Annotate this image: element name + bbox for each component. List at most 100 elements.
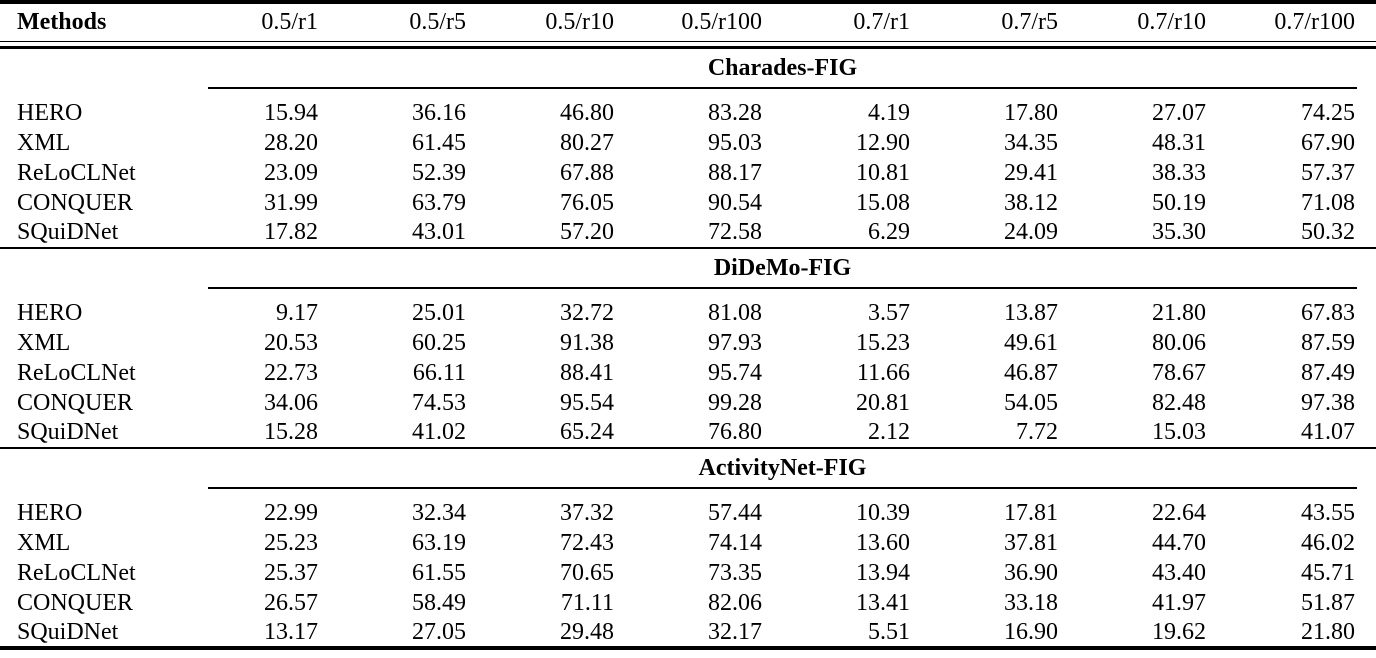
metric-value-cell: 15.03 [1152, 419, 1206, 445]
method-name-cell: ReLoCLNet [17, 559, 136, 586]
table-row: CONQUER 34.06 74.53 95.54 99.28 20.81 54… [0, 388, 1376, 418]
metric-value-cell: 24.09 [1004, 219, 1058, 245]
metric-value-cell: 31.99 [264, 189, 318, 216]
metric-value-cell: 67.90 [1301, 129, 1355, 156]
method-name-cell: CONQUER [17, 189, 134, 216]
metric-value-cell: 46.80 [560, 99, 614, 126]
column-header-methods: Methods [0, 2, 174, 42]
table-row: XML 20.53 60.25 91.38 97.93 15.23 49.61 … [0, 328, 1376, 358]
metric-value-cell: 70.65 [560, 559, 614, 586]
metric-value-cell: 32.34 [412, 499, 466, 526]
method-name-cell: SQuiDNet [17, 219, 119, 245]
section-title-empty-cell [0, 47, 174, 89]
metric-value-cell: 52.39 [412, 159, 466, 186]
metric-value-cell: 74.53 [412, 389, 466, 416]
table-row: SQuiDNet 13.17 27.05 29.48 32.17 5.51 16… [0, 618, 1376, 648]
metric-value-cell: 22.73 [264, 359, 318, 386]
metric-value-cell: 27.05 [412, 618, 466, 645]
metric-value-cell: 16.90 [1004, 618, 1058, 645]
metric-value-cell: 57.37 [1301, 159, 1355, 186]
metric-value-cell: 81.08 [708, 299, 762, 326]
metric-value-cell: 26.57 [264, 589, 318, 616]
method-name-cell: CONQUER [17, 589, 134, 616]
metric-value-cell: 27.07 [1152, 99, 1206, 126]
table-row: ReLoCLNet 22.73 66.11 88.41 95.74 11.66 … [0, 358, 1376, 388]
metric-value-cell: 72.43 [560, 529, 614, 556]
metric-value-cell: 41.02 [412, 419, 466, 445]
metric-value-cell: 51.87 [1301, 589, 1355, 616]
table-row: SQuiDNet 15.28 41.02 65.24 76.80 2.12 7.… [0, 418, 1376, 448]
section-title: DiDeMo-FIG [713, 254, 852, 281]
metric-value-cell: 2.12 [868, 419, 910, 445]
metric-value-cell: 35.30 [1152, 219, 1206, 245]
method-name-cell: ReLoCLNet [17, 359, 136, 386]
metric-value-cell: 4.19 [868, 99, 910, 126]
metric-value-cell: 72.58 [708, 219, 762, 245]
metric-value-cell: 97.93 [708, 329, 762, 356]
metric-value-cell: 22.64 [1152, 499, 1206, 526]
metric-value-cell: 20.53 [264, 329, 318, 356]
metric-value-cell: 43.40 [1152, 559, 1206, 586]
metric-value-cell: 38.12 [1004, 189, 1058, 216]
metric-value-cell: 25.37 [264, 559, 318, 586]
table-row: HERO 9.17 25.01 32.72 81.08 3.57 13.87 2… [0, 289, 1376, 328]
metric-value-cell: 29.41 [1004, 159, 1058, 186]
metric-value-cell: 20.81 [856, 389, 910, 416]
metric-value-cell: 63.79 [412, 189, 466, 216]
metric-value-cell: 50.19 [1152, 189, 1206, 216]
section-rule: Charades-FIG [208, 49, 1357, 89]
metric-value-cell: 34.35 [1004, 129, 1058, 156]
metric-value-cell: 88.17 [708, 159, 762, 186]
metric-value-cell: 82.48 [1152, 389, 1206, 416]
section-rule: ActivityNet-FIG [208, 449, 1357, 489]
metric-value-cell: 83.28 [708, 99, 762, 126]
metric-value-cell: 46.87 [1004, 359, 1058, 386]
metric-value-cell: 88.41 [560, 359, 614, 386]
metric-value-cell: 41.07 [1301, 419, 1355, 445]
metric-value-cell: 67.83 [1301, 299, 1355, 326]
metric-value-cell: 37.32 [560, 499, 614, 526]
section-title-row: ActivityNet-FIG [0, 446, 1376, 489]
metric-value-cell: 71.08 [1301, 189, 1355, 216]
metric-value-cell: 11.66 [856, 359, 910, 386]
metric-value-cell: 97.38 [1301, 389, 1355, 416]
metric-value-cell: 57.20 [560, 219, 614, 245]
metric-value-cell: 99.28 [708, 389, 762, 416]
metric-value-cell: 50.32 [1301, 219, 1355, 245]
metric-value-cell: 22.99 [264, 499, 318, 526]
method-name-cell: CONQUER [17, 389, 134, 416]
metric-value-cell: 73.35 [708, 559, 762, 586]
section-rule: DiDeMo-FIG [208, 249, 1357, 289]
metric-value-cell: 15.28 [264, 419, 318, 445]
metric-value-cell: 21.80 [1152, 299, 1206, 326]
metric-value-cell: 60.25 [412, 329, 466, 356]
metric-value-cell: 61.45 [412, 129, 466, 156]
metric-value-cell: 9.17 [276, 299, 318, 326]
column-header: 0.7/r10 [1062, 2, 1210, 42]
column-header: 0.7/r5 [914, 2, 1062, 42]
metric-value-cell: 67.88 [560, 159, 614, 186]
metric-value-cell: 41.97 [1152, 589, 1206, 616]
section-title-cell: ActivityNet-FIG [174, 446, 1376, 489]
section-title: ActivityNet-FIG [698, 454, 867, 481]
metric-value-cell: 10.81 [856, 159, 910, 186]
method-name-cell: XML [17, 129, 71, 156]
metric-value-cell: 12.90 [856, 129, 910, 156]
metric-value-cell: 48.31 [1152, 129, 1206, 156]
metric-value-cell: 17.82 [264, 219, 318, 245]
section-title-empty-cell [0, 246, 174, 289]
column-header: 0.7/r100 [1210, 2, 1376, 42]
metric-value-cell: 87.59 [1301, 329, 1355, 356]
metric-value-cell: 46.02 [1301, 529, 1355, 556]
column-header: 0.5/r10 [470, 2, 618, 42]
section-title-cell: DiDeMo-FIG [174, 246, 1376, 289]
metric-value-cell: 45.71 [1301, 559, 1355, 586]
metric-value-cell: 95.74 [708, 359, 762, 386]
metric-value-cell: 74.25 [1301, 99, 1355, 126]
table-header-row: Methods 0.5/r1 0.5/r5 0.5/r10 0.5/r100 0… [0, 2, 1376, 42]
metric-value-cell: 25.01 [412, 299, 466, 326]
metric-value-cell: 49.61 [1004, 329, 1058, 356]
method-name-cell: HERO [17, 299, 83, 326]
method-name-cell: ReLoCLNet [17, 159, 136, 186]
